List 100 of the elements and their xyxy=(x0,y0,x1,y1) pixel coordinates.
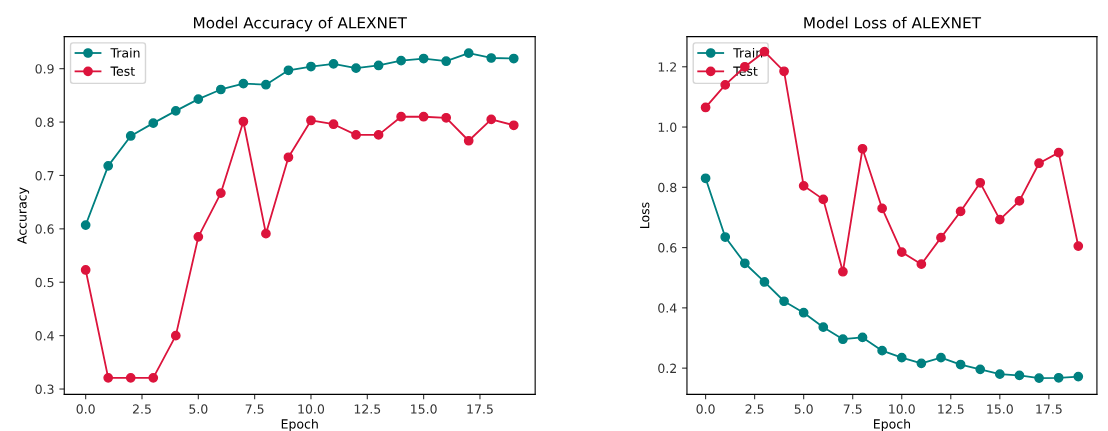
legend-label: Train xyxy=(110,47,140,58)
point xyxy=(170,330,181,341)
point xyxy=(994,214,1005,225)
point xyxy=(373,130,384,140)
point xyxy=(508,120,519,131)
x-tick-label: 15.0 xyxy=(987,404,1013,414)
point xyxy=(877,203,887,214)
point xyxy=(994,369,1005,380)
y-axis-title: Accuracy xyxy=(17,187,30,244)
point xyxy=(463,48,474,59)
point xyxy=(798,180,809,191)
x-tick-label: 5.0 xyxy=(189,404,208,414)
chart-title: Model Loss of ALEXNET xyxy=(804,16,982,29)
point xyxy=(779,296,789,307)
x-tick-label: 0.0 xyxy=(76,404,95,414)
point xyxy=(418,53,429,64)
point xyxy=(936,352,946,363)
point xyxy=(1073,241,1084,251)
y-tick-label: 0.8 xyxy=(35,117,54,127)
point xyxy=(215,84,226,95)
legend-label: Test xyxy=(110,66,135,76)
x-tick-label: 15.0 xyxy=(411,404,437,414)
point xyxy=(125,131,136,141)
x-tick-label: 0.0 xyxy=(696,404,715,414)
y-tick-label: 0.9 xyxy=(35,64,54,74)
chart-title: Model Accuracy of ALEXNET xyxy=(194,16,407,32)
point xyxy=(306,115,316,126)
point xyxy=(838,266,848,277)
point xyxy=(508,53,519,64)
point xyxy=(238,116,249,127)
point xyxy=(373,60,384,71)
y-tick-label: 0.2 xyxy=(658,363,676,374)
point xyxy=(720,232,731,242)
point xyxy=(261,228,271,239)
point xyxy=(700,173,711,184)
point xyxy=(1073,371,1084,382)
x-tick-label: 17.5 xyxy=(1036,404,1062,414)
point xyxy=(103,160,114,171)
point xyxy=(916,358,927,369)
point xyxy=(759,277,770,287)
y-tick-label: 0.4 xyxy=(35,331,54,341)
point xyxy=(818,194,829,205)
point xyxy=(1053,147,1064,158)
point xyxy=(351,130,361,140)
point xyxy=(1014,370,1025,381)
point xyxy=(798,307,809,318)
point xyxy=(215,188,226,198)
point xyxy=(283,65,294,76)
point xyxy=(441,56,452,67)
point xyxy=(463,135,474,146)
point xyxy=(396,55,406,66)
x-tick-label: 10.0 xyxy=(298,404,325,414)
x-tick-label: 12.5 xyxy=(354,404,381,414)
point xyxy=(441,112,452,123)
point xyxy=(486,53,497,63)
point xyxy=(306,61,316,72)
point xyxy=(975,177,986,188)
point xyxy=(328,119,339,130)
point xyxy=(896,247,907,257)
point xyxy=(261,79,271,90)
y-tick-label: 1.0 xyxy=(658,122,677,132)
point xyxy=(955,206,966,217)
point xyxy=(170,105,181,116)
y-tick-label: 0.5 xyxy=(35,277,54,288)
point xyxy=(877,345,887,356)
point xyxy=(838,334,848,345)
point xyxy=(857,143,868,154)
point xyxy=(857,332,868,343)
point xyxy=(700,102,711,113)
x-tick-label: 2.5 xyxy=(745,404,764,414)
point xyxy=(193,94,204,104)
x-axis-title: Epoch xyxy=(281,418,318,431)
point xyxy=(1034,373,1044,383)
point xyxy=(328,59,339,69)
point xyxy=(739,258,750,269)
point xyxy=(896,352,907,363)
y-tick-label: 0.6 xyxy=(658,243,677,253)
point xyxy=(818,322,829,333)
point xyxy=(975,364,986,375)
y-tick-label: 0.6 xyxy=(35,224,54,234)
point xyxy=(916,259,927,270)
point xyxy=(779,66,789,77)
point xyxy=(148,118,159,128)
point xyxy=(1014,196,1025,206)
point xyxy=(283,152,294,163)
point xyxy=(125,372,136,383)
point xyxy=(1034,158,1044,169)
x-tick-label: 10.0 xyxy=(889,404,915,414)
x-tick-label: 7.5 xyxy=(843,404,862,414)
y-axis-title: Loss xyxy=(640,202,650,228)
point xyxy=(148,372,159,383)
x-axis-title: Epoch xyxy=(874,418,911,431)
x-tick-label: 5.0 xyxy=(794,404,813,414)
point xyxy=(193,231,204,242)
point xyxy=(486,114,497,125)
x-tick-label: 12.5 xyxy=(938,404,964,414)
point xyxy=(238,78,249,89)
point xyxy=(936,232,946,243)
y-tick-label: 0.8 xyxy=(658,182,677,193)
y-tick-label: 0.3 xyxy=(35,384,54,394)
